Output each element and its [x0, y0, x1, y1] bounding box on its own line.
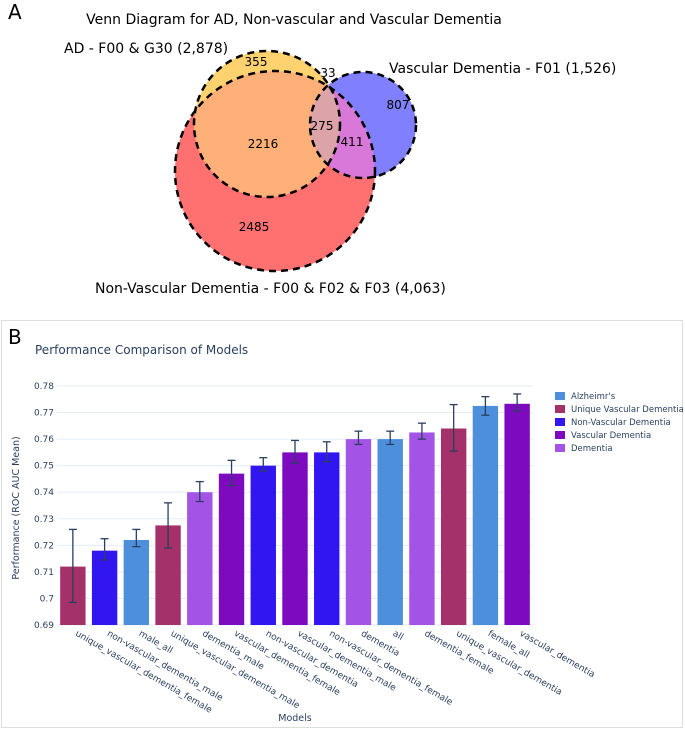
- venn-title: Venn Diagram for AD, Non-vascular and Va…: [86, 12, 502, 28]
- y-tick-label: 0.73: [34, 515, 54, 525]
- venn-count-ad-vascular: 33: [320, 66, 335, 80]
- venn-vascular-label: Vascular Dementia - F01 (1,526): [389, 61, 616, 77]
- panel-b-frame: [1, 320, 683, 728]
- venn-ad-outline: [192, 49, 342, 199]
- venn-count-nonvascular-only: 2485: [239, 220, 270, 234]
- legend-label: Alzheimr's: [571, 392, 616, 402]
- legend-item[interactable]: Non-Vascular Dementia: [555, 418, 671, 428]
- error-bar-dementia: [354, 430, 363, 446]
- venn-nonvascular-label: Non-Vascular Dementia - F00 & F02 & F03 …: [95, 281, 446, 297]
- legend-label: Unique Vascular Dementia: [571, 405, 684, 415]
- venn-count-nonvascular-vascular: 411: [341, 135, 364, 149]
- error-bar-vascular_dementia_male: [291, 439, 299, 464]
- chart-title: Performance Comparison of Models: [35, 343, 248, 357]
- bar-male_all[interactable]: [123, 540, 150, 625]
- panel-b-label: B: [8, 325, 22, 349]
- bar-all[interactable]: [377, 439, 403, 625]
- legend-swatch: [555, 431, 565, 439]
- bar-non-vascular_dementia[interactable]: [250, 465, 276, 625]
- bar-unique_vascular_dementia[interactable]: [440, 428, 467, 625]
- legend-swatch: [555, 405, 565, 413]
- bar-dementia_male[interactable]: [187, 492, 213, 625]
- error-bar-vascular_dementia_female: [227, 459, 236, 487]
- error-bar-non-vascular_dementia: [259, 457, 268, 472]
- error-bar-vascular_dementia: [513, 393, 522, 412]
- x-axis-label: Models: [278, 713, 312, 724]
- error-bar-dementia_male: [195, 480, 204, 503]
- legend-label: Dementia: [571, 444, 613, 454]
- error-bar-unique_vascular_dementia: [449, 403, 458, 452]
- legend-label: Vascular Dementia: [571, 431, 651, 441]
- venn-panel: A Venn Diagram for AD, Non-vascular and …: [8, 0, 616, 297]
- error-bar-all: [386, 430, 395, 446]
- bars: [60, 403, 530, 625]
- error-bar-unique_vascular_dementia_male: [164, 502, 173, 549]
- error-bar-male_all: [132, 528, 141, 548]
- bar-dementia_female[interactable]: [409, 432, 435, 625]
- error-bar-female_all: [481, 395, 490, 416]
- y-tick-label: 0.7: [40, 594, 54, 604]
- bar-female_all[interactable]: [472, 405, 499, 625]
- x-tick-labels: unique_vascular_dementia_femalenon-vascu…: [73, 629, 596, 716]
- bar-vascular_dementia[interactable]: [504, 403, 530, 625]
- y-tick-label: 0.74: [34, 488, 54, 498]
- bar-non-vascular_dementia_male[interactable]: [91, 550, 118, 625]
- error-bar-dementia_female: [417, 422, 426, 440]
- error-bars: [68, 393, 522, 604]
- venn-count-ad-nonvascular: 2216: [248, 137, 279, 151]
- y-tick-label: 0.77: [34, 409, 54, 419]
- bar-vascular_dementia_female[interactable]: [218, 473, 245, 625]
- y-tick-label: 0.72: [34, 541, 54, 551]
- legend-label: Non-Vascular Dementia: [571, 418, 671, 428]
- venn-count-vascular-only: 807: [387, 98, 410, 112]
- legend-swatch: [555, 418, 565, 426]
- y-tick-label: 0.76: [34, 435, 54, 445]
- y-tick-label: 0.75: [34, 462, 54, 472]
- bar-non-vascular_dementia_female[interactable]: [314, 452, 340, 625]
- legend-swatch: [555, 444, 565, 452]
- venn-ad-label: AD - F00 & G30 (2,878): [64, 41, 228, 57]
- y-tick-label: 0.69: [34, 621, 54, 631]
- error-bar-unique_vascular_dementia_female: [68, 528, 77, 604]
- y-tick-labels: 0.69 0.7 0.71 0.72 0.73 0.74 0.75 0.76 0.77 0.78: [34, 382, 54, 631]
- y-axis-label: Performance (ROC AUC Mean): [11, 436, 22, 579]
- venn-nonvascular-outline: [173, 69, 377, 273]
- legend-swatch: [555, 392, 565, 400]
- legend-item[interactable]: Dementia: [555, 444, 613, 454]
- venn-vascular-outline: [308, 70, 418, 180]
- legend: Alzheimr's Unique Vascular Dementia Non-Va…: [555, 392, 684, 454]
- panel-a-label: A: [8, 0, 22, 24]
- bar-chart-panel: B Performance Comparison of Models 0.690…: [1, 320, 684, 728]
- bar-dementia[interactable]: [345, 439, 372, 625]
- error-bar-non-vascular_dementia_female: [322, 441, 331, 463]
- y-tick-label: 0.78: [34, 382, 54, 392]
- legend-item[interactable]: Unique Vascular Dementia: [555, 405, 684, 415]
- bar-vascular_dementia_male[interactable]: [282, 452, 308, 625]
- venn-count-all-three: 275: [311, 119, 334, 133]
- legend-item[interactable]: Vascular Dementia: [555, 431, 651, 441]
- x-tick-label: all: [391, 629, 405, 643]
- y-tick-label: 0.71: [34, 568, 54, 578]
- error-bar-non-vascular_dementia_male: [100, 538, 109, 561]
- legend-item[interactable]: Alzheimr's: [555, 392, 616, 402]
- venn-count-ad-only: 355: [245, 55, 268, 69]
